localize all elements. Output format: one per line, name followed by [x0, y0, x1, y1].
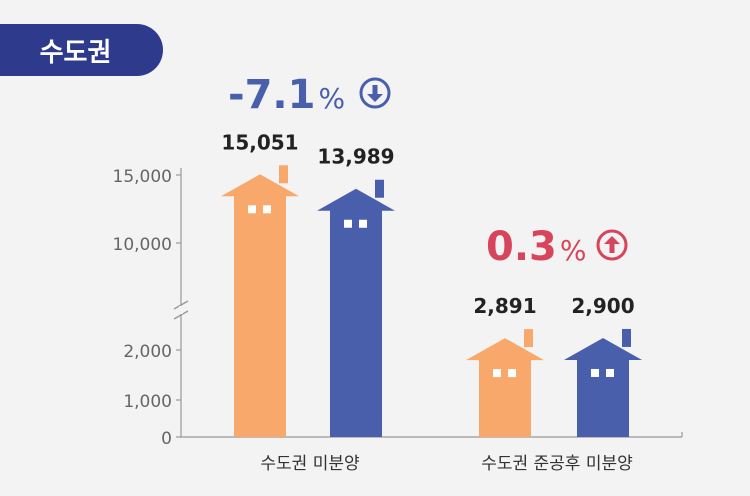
region-badge: 수도권 [0, 24, 163, 76]
arrow-head [367, 94, 383, 102]
house-chimney [524, 329, 533, 348]
y-tick-label: 1,000 [123, 392, 172, 412]
up-arrow-icon [596, 229, 628, 261]
house-bar [564, 328, 642, 437]
house-window [359, 219, 367, 228]
bar [330, 209, 382, 437]
change-unit: % [318, 82, 345, 115]
change-label: -7.1% [228, 72, 345, 118]
bar [479, 359, 531, 437]
house-roof [466, 338, 544, 361]
data-label: 2,891 [473, 294, 536, 318]
house-chimney [622, 328, 631, 347]
house-window [263, 205, 271, 214]
arrow-circle [359, 77, 391, 109]
bar [234, 195, 286, 437]
house-window [508, 369, 516, 378]
house-chimney [375, 179, 384, 198]
change-unit: % [560, 234, 587, 267]
bar [577, 358, 629, 437]
x-category-label: 수도권 미분양 [260, 454, 359, 474]
y-tick-label: 2,000 [123, 342, 172, 362]
house-roof [317, 188, 395, 211]
house-window [493, 369, 501, 378]
y-tick-label: 15,000 [113, 167, 172, 187]
axis-break-mark [173, 300, 189, 310]
house-window [606, 368, 614, 377]
arrow-stem [609, 244, 615, 253]
house-bar [317, 179, 395, 437]
change-value: 0.3 [486, 224, 557, 270]
change-label: 0.3% [486, 224, 586, 270]
arrow-stem [372, 85, 378, 94]
house-chimney [279, 165, 288, 184]
house-bar [466, 329, 544, 437]
house-window [344, 219, 352, 228]
house-bar [221, 165, 299, 437]
y-tick-label: 0 [161, 429, 172, 449]
change-value: -7.1 [228, 72, 315, 118]
down-arrow-icon [359, 77, 391, 109]
data-label: 15,051 [221, 130, 298, 154]
axis-break-mark [173, 310, 189, 320]
house-roof [221, 174, 299, 197]
arrow-head [604, 236, 620, 244]
axis-break-gap [179, 306, 183, 314]
arrow-circle [596, 229, 628, 261]
house-window [591, 368, 599, 377]
y-tick-label: 10,000 [113, 235, 172, 255]
house-roof [564, 337, 642, 360]
data-label: 13,989 [317, 145, 394, 169]
x-category-label: 수도권 준공후 미분양 [481, 454, 633, 474]
data-label: 2,900 [571, 294, 634, 318]
house-window [248, 205, 256, 214]
